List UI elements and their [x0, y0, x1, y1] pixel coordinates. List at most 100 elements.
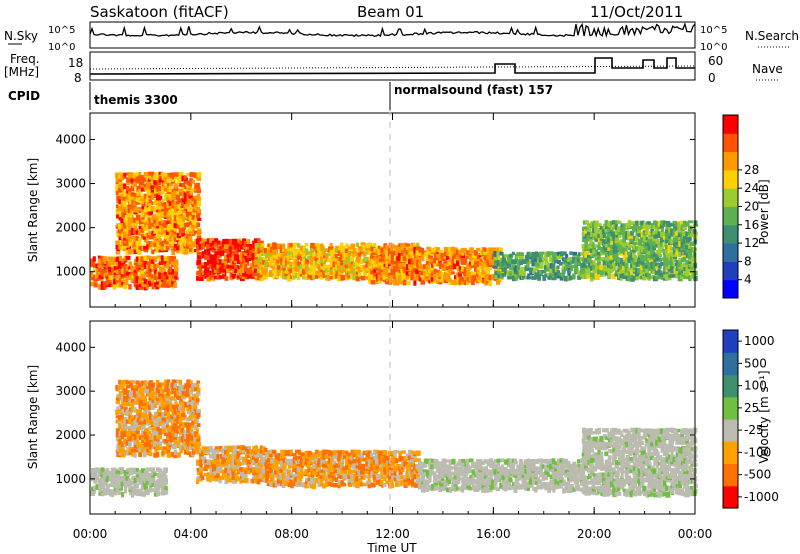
- echo-cell: [131, 491, 135, 498]
- echo-cell: [233, 259, 239, 264]
- echo-cell: [226, 249, 231, 255]
- echo-cell: [461, 276, 466, 282]
- echo-cell: [584, 257, 588, 262]
- echo-cell: [163, 174, 169, 179]
- echo-cell: [163, 220, 168, 224]
- echo-cell: [123, 263, 128, 269]
- echo-cell: [158, 428, 164, 434]
- echo-cell: [679, 220, 684, 225]
- echo-cell: [161, 282, 167, 288]
- echo-cell: [213, 238, 219, 243]
- echo-cell: [549, 251, 554, 256]
- echo-cell: [244, 470, 249, 474]
- echo-cell: [143, 232, 148, 237]
- echo-cell: [165, 245, 170, 251]
- echo-cell: [174, 431, 178, 438]
- echo-cell: [614, 229, 620, 235]
- echo-cell: [111, 266, 115, 270]
- echo-cell: [153, 414, 159, 420]
- echo-cell: [204, 275, 209, 279]
- echo-cell: [667, 265, 673, 269]
- noise-tick-right-top: 10^5: [700, 25, 727, 36]
- echo-cell: [269, 482, 274, 487]
- echo-cell: [120, 417, 126, 422]
- echo-cell: [337, 464, 341, 468]
- cpid-label: CPID: [8, 89, 40, 103]
- echo-cell: [100, 284, 106, 290]
- echo-cell: [153, 236, 157, 242]
- echo-cell: [682, 262, 687, 268]
- echo-cell: [275, 243, 279, 250]
- echo-cell: [127, 187, 133, 192]
- echo-cell: [577, 270, 581, 276]
- echo-cell: [188, 180, 192, 186]
- echo-cell: [315, 248, 319, 253]
- echo-cell: [164, 193, 170, 199]
- echo-cell: [649, 249, 655, 255]
- echo-cell: [173, 408, 177, 415]
- echo-cell: [597, 223, 602, 227]
- echo-cell: [196, 423, 201, 428]
- echo-cell: [218, 478, 222, 484]
- echo-cell: [125, 186, 130, 191]
- echo-cell: [392, 280, 398, 286]
- echo-cell: [320, 264, 324, 270]
- echo-cell: [332, 453, 337, 458]
- echo-cell: [171, 451, 175, 457]
- echo-cell: [138, 469, 143, 476]
- echo-cell: [125, 255, 131, 260]
- echo-cell: [151, 420, 155, 426]
- echo-cell: [291, 270, 297, 276]
- echo-cell: [118, 491, 123, 495]
- echo-cell: [218, 467, 223, 471]
- echo-cell: [226, 267, 231, 273]
- echo-cell: [354, 262, 360, 267]
- echo-cell: [418, 246, 422, 253]
- echo-cell: [138, 399, 143, 406]
- echo-cell: [373, 269, 377, 273]
- echo-cell: [534, 259, 539, 265]
- echo-cell: [209, 270, 213, 276]
- echo-cell: [145, 387, 150, 394]
- echo-cell: [501, 267, 506, 272]
- echo-cell: [501, 257, 506, 263]
- echo-cell: [168, 266, 173, 273]
- echo-cell: [241, 445, 246, 450]
- echo-cell: [130, 406, 135, 411]
- echo-cell: [138, 238, 142, 242]
- echo-cell: [118, 203, 122, 210]
- echo-cell: [350, 273, 354, 277]
- echo-cell: [179, 403, 183, 409]
- echo-cell: [113, 476, 118, 482]
- echo-cell: [596, 264, 602, 269]
- echo-cell: [408, 258, 413, 265]
- echo-cell: [261, 267, 266, 274]
- echo-cell: [118, 281, 122, 288]
- echo-cell: [372, 261, 378, 268]
- echo-cell: [254, 456, 259, 462]
- echo-cell: [430, 266, 434, 271]
- echo-cell: [133, 271, 138, 277]
- echo-cell: [423, 268, 428, 275]
- echo-cell: [390, 258, 394, 262]
- echo-cell: [274, 469, 278, 475]
- echo-cell: [458, 249, 463, 255]
- echo-cell: [350, 479, 355, 484]
- echo-cell: [302, 274, 307, 280]
- echo-cell: [116, 486, 120, 493]
- echo-cell: [132, 407, 137, 412]
- echo-cell: [628, 270, 632, 276]
- echo-cell: [148, 206, 152, 212]
- echo-cell: [181, 244, 185, 250]
- echo-cell: [645, 259, 649, 266]
- echo-cell: [163, 271, 168, 276]
- echo-cell: [148, 244, 153, 250]
- echo-cell: [653, 252, 659, 257]
- echo-cell: [589, 239, 593, 245]
- echo-cell: [476, 255, 480, 260]
- echo-cell: [332, 273, 337, 280]
- echo-cell: [315, 458, 319, 464]
- echo-cell: [131, 227, 135, 233]
- echo-cell: [488, 247, 494, 253]
- echo-cell: [178, 400, 183, 405]
